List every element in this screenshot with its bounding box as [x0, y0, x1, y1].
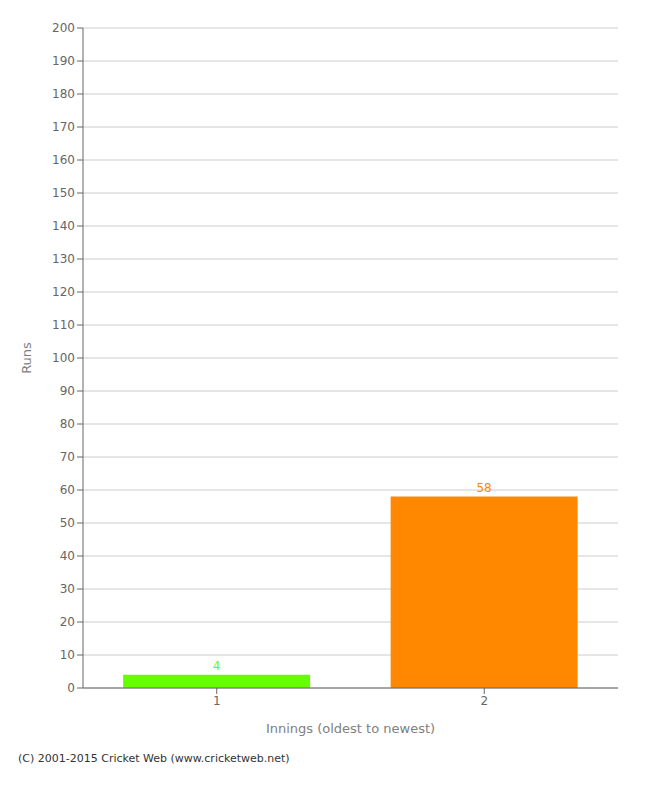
- svg-text:90: 90: [60, 384, 75, 398]
- svg-text:80: 80: [60, 417, 75, 431]
- svg-text:140: 140: [52, 219, 75, 233]
- svg-text:40: 40: [60, 549, 75, 563]
- svg-text:2: 2: [480, 694, 488, 708]
- svg-text:130: 130: [52, 252, 75, 266]
- svg-text:58: 58: [476, 481, 491, 495]
- svg-text:1: 1: [213, 694, 221, 708]
- svg-text:60: 60: [60, 483, 75, 497]
- svg-text:150: 150: [52, 186, 75, 200]
- svg-text:100: 100: [52, 351, 75, 365]
- svg-text:Runs: Runs: [19, 342, 34, 374]
- svg-text:170: 170: [52, 120, 75, 134]
- svg-text:0: 0: [67, 681, 75, 695]
- svg-text:190: 190: [52, 54, 75, 68]
- svg-text:50: 50: [60, 516, 75, 530]
- svg-text:4: 4: [213, 659, 221, 673]
- svg-text:160: 160: [52, 153, 75, 167]
- html-text:(C) 2001-2015 Cricket Web (www: (C) 2001-2015 Cricket Web (www.cricketwe…: [18, 752, 290, 765]
- svg-text:200: 200: [52, 21, 75, 35]
- svg-text:70: 70: [60, 450, 75, 464]
- svg-text:110: 110: [52, 318, 75, 332]
- svg-text:Innings (oldest to newest): Innings (oldest to newest): [266, 721, 435, 736]
- svg-text:10: 10: [60, 648, 75, 662]
- svg-text:30: 30: [60, 582, 75, 596]
- svg-text:20: 20: [60, 615, 75, 629]
- svg-text:120: 120: [52, 285, 75, 299]
- svg-text:180: 180: [52, 87, 75, 101]
